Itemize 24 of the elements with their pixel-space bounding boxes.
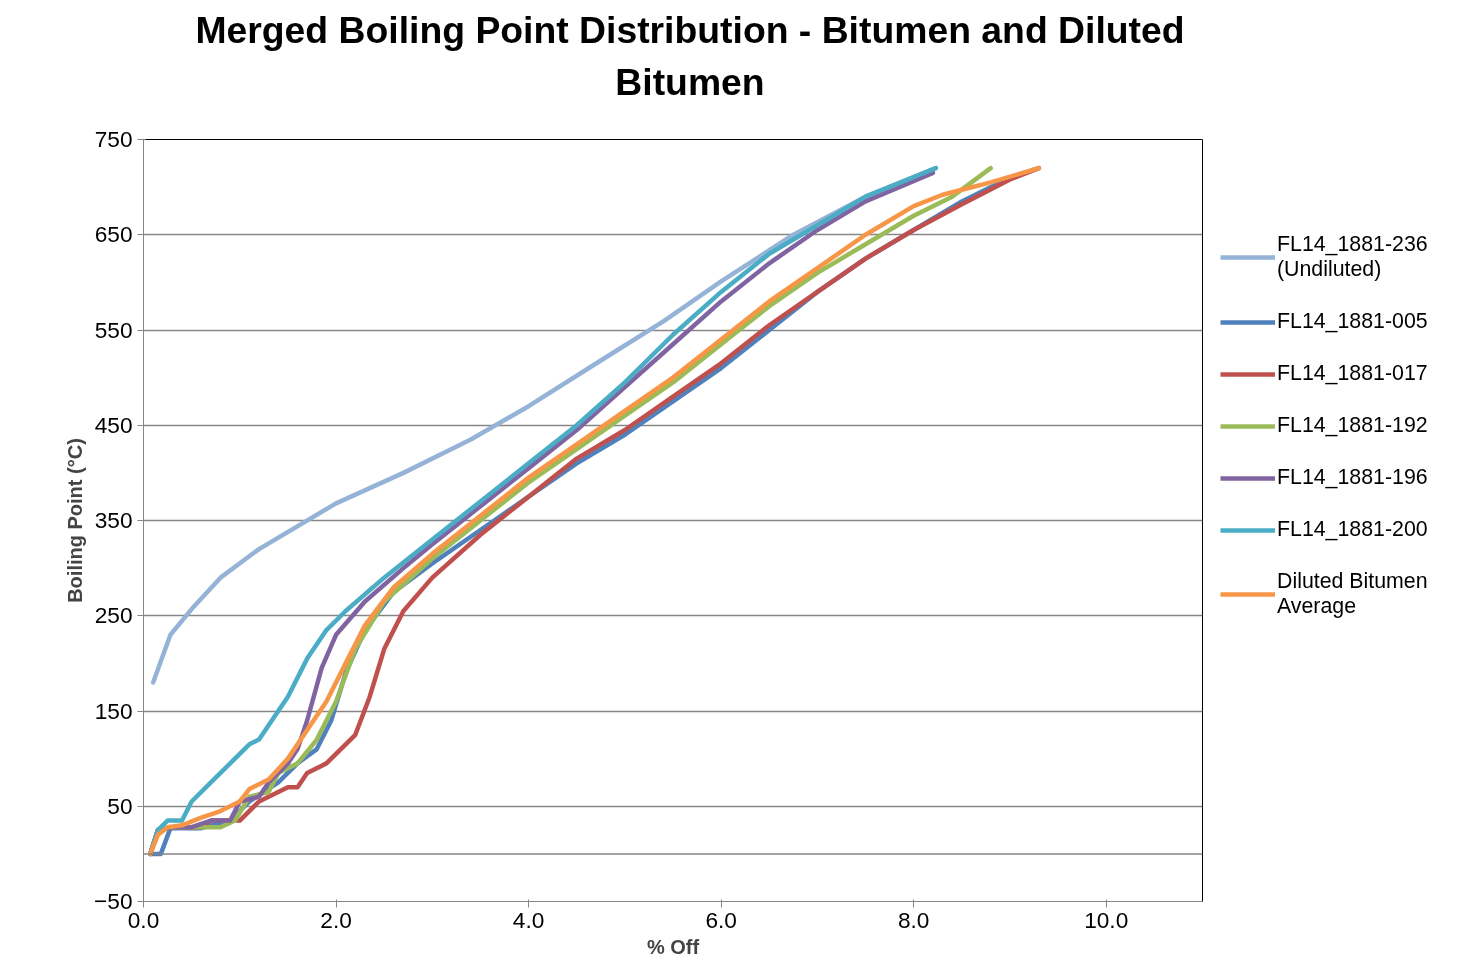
x-tick-label: 8.0 <box>897 906 930 933</box>
chart-title: Merged Boiling Point Distribution - Bitumen and Diluted Bitumen <box>194 8 1186 106</box>
y-tick-label: 150 <box>94 697 133 724</box>
y-tick-label: 450 <box>94 411 133 438</box>
y-tick-label: 750 <box>94 126 133 152</box>
x-tick-label: 6.0 <box>705 906 737 933</box>
legend-label: FL14_1881-017 <box>1277 361 1428 386</box>
y-tick-label: 650 <box>94 221 133 248</box>
legend-label: FL14_1881-200 <box>1277 517 1428 542</box>
x-tick-label: 2.0 <box>320 906 352 933</box>
legend-label: FL14_1881-192 <box>1277 413 1428 438</box>
y-tick-label: −50 <box>94 888 133 914</box>
y-tick-label: 250 <box>94 602 133 629</box>
x-tick-label: 10.0 <box>1084 906 1129 933</box>
x-tick-label: 4.0 <box>512 906 545 933</box>
y-axis-title: Boiling Point (°C) <box>64 438 87 603</box>
y-tick-label: 550 <box>94 316 133 343</box>
y-tick-label: 350 <box>94 507 133 533</box>
legend-label: Diluted Bitumen Average <box>1277 569 1428 619</box>
legend-label: FL14_1881-196 <box>1277 465 1428 490</box>
x-axis-title: % Off <box>646 935 700 958</box>
y-tick-label: 50 <box>107 792 133 819</box>
legend-label: FL14_1881-236 (Undiluted) <box>1277 232 1428 282</box>
legend-label: FL14_1881-005 <box>1277 309 1428 334</box>
